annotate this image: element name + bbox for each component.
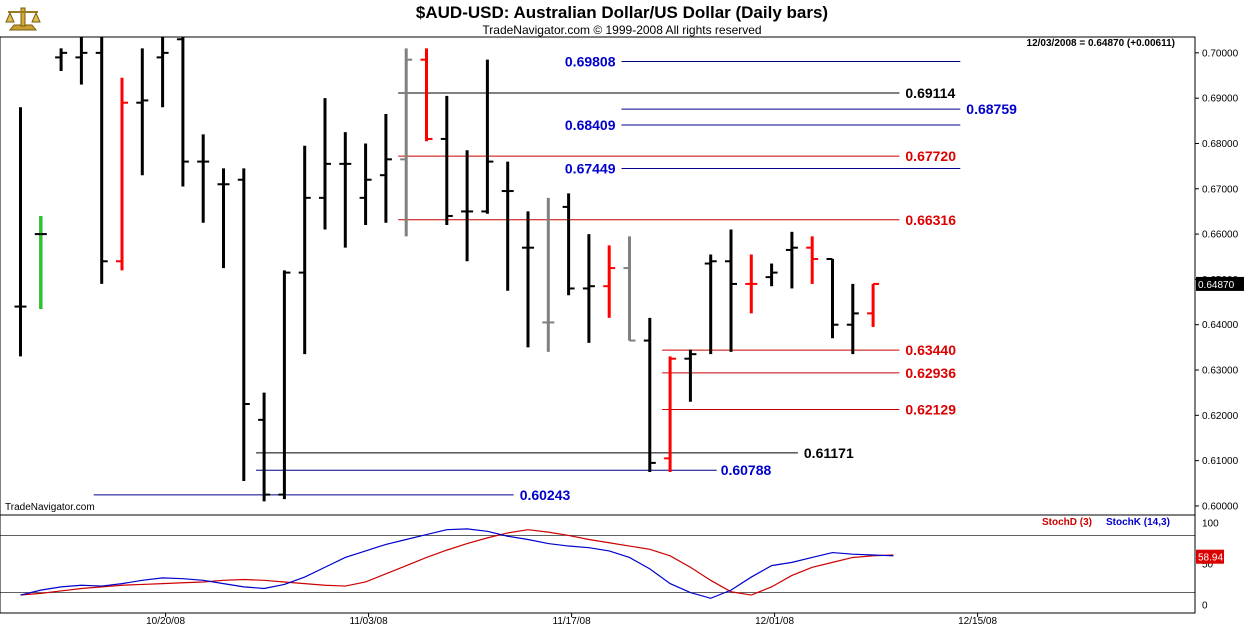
level-label: 0.60788: [721, 462, 772, 478]
y-tick-label: 0.67000: [1202, 184, 1239, 195]
level-label: 0.67720: [905, 148, 956, 164]
chart-title: $AUD-USD: Australian Dollar/US Dollar (D…: [416, 3, 828, 22]
price-bar: [400, 48, 413, 237]
y-tick-label: 0.68000: [1202, 139, 1239, 150]
level-label: 0.66316: [905, 212, 956, 228]
price-bar: [867, 282, 880, 327]
price-bar: [826, 258, 839, 339]
price-bar: [623, 236, 636, 342]
price-bar: [704, 254, 717, 355]
price-bar: [664, 356, 677, 472]
level-label: 0.69808: [565, 54, 616, 70]
x-tick-label: 11/17/08: [553, 616, 592, 627]
price-bar: [765, 263, 778, 287]
x-tick-label: 12/15/08: [958, 616, 997, 627]
price-bar: [582, 234, 595, 343]
price-bar: [542, 197, 555, 352]
price-bar: [359, 143, 372, 226]
copyright-text: TradeNavigator.com © 1999-2008 All right…: [482, 23, 761, 37]
price-bar: [643, 317, 656, 472]
y-tick-label: 0.60000: [1202, 501, 1239, 512]
x-tick-label: 10/20/08: [146, 616, 185, 627]
price-bar: [481, 59, 494, 214]
price-bar: [684, 349, 697, 402]
y-tick-label: 0.64000: [1202, 320, 1239, 331]
price-readout: 12/03/2008 = 0.64870 (+0.00611): [1027, 38, 1175, 49]
level-label: 0.67449: [565, 160, 616, 176]
legend-stochd: StochD (3): [1042, 517, 1092, 528]
price-bar: [116, 77, 128, 271]
price-bar: [278, 270, 291, 500]
stoch-y-tick-label: 100: [1202, 519, 1219, 530]
last-price-box: [1196, 276, 1244, 291]
stoch-y-tick-label: 50: [1202, 560, 1214, 571]
y-tick-label: 0.66000: [1202, 230, 1239, 241]
level-label: 0.68759: [966, 101, 1017, 117]
level-label: 0.68409: [565, 117, 616, 133]
price-bar: [258, 392, 271, 502]
price-bar: [461, 150, 474, 262]
price-bar: [136, 48, 149, 176]
level-label: 0.63440: [905, 342, 956, 358]
last-price-label: 0.64870: [1198, 280, 1235, 291]
price-bar: [785, 231, 798, 289]
price-bar: [75, 37, 88, 85]
y-tick-label: 0.70000: [1202, 48, 1239, 59]
price-bar: [501, 161, 514, 291]
price-bar: [34, 215, 47, 309]
price-bar: [420, 48, 433, 142]
level-label: 0.69114: [905, 85, 955, 101]
price-bar: [846, 283, 859, 355]
legend-stochk: StochK (14,3): [1106, 517, 1170, 528]
stoch-y-tick-label: 0: [1202, 600, 1208, 611]
y-tick-label: 0.61000: [1202, 456, 1239, 467]
stoch-series-line: [20, 528, 894, 599]
price-bar: [237, 168, 250, 482]
price-bar: [562, 193, 575, 296]
price-bar: [319, 98, 331, 230]
stoch-last-value-label: 58.94: [1198, 553, 1223, 564]
y-tick-label: 0.69000: [1202, 94, 1239, 105]
price-bar: [55, 48, 68, 71]
price-bar: [745, 254, 758, 314]
x-tick-label: 11/03/08: [350, 616, 389, 627]
price-bar: [522, 211, 534, 348]
price-bar: [95, 37, 108, 284]
level-label: 0.62936: [905, 365, 956, 381]
x-tick-label: 12/01/08: [755, 616, 794, 627]
brass-scale-icon: [5, 7, 41, 31]
price-bar: [176, 37, 189, 187]
price-bar: [156, 37, 169, 108]
price-bar: [197, 134, 210, 223]
price-bar: [603, 245, 616, 318]
watermark: TradeNavigator.com: [5, 502, 95, 513]
price-bar: [806, 236, 819, 284]
price-bar: [725, 229, 737, 352]
level-label: 0.60243: [520, 487, 571, 503]
level-label: 0.61171: [804, 445, 854, 461]
price-bar: [14, 107, 27, 357]
y-tick-label: 0.62000: [1202, 411, 1239, 422]
stoch-panel-frame: [0, 514, 1196, 614]
price-bar: [379, 114, 392, 223]
price-bar: [217, 168, 230, 269]
level-label: 0.62129: [905, 401, 956, 417]
stoch-last-value-box: [1196, 549, 1224, 564]
stoch-series-line: [20, 529, 894, 596]
price-bar: [298, 145, 311, 355]
price-bar: [440, 95, 453, 226]
price-bar: [339, 132, 352, 248]
y-tick-label: 0.63000: [1202, 366, 1239, 377]
